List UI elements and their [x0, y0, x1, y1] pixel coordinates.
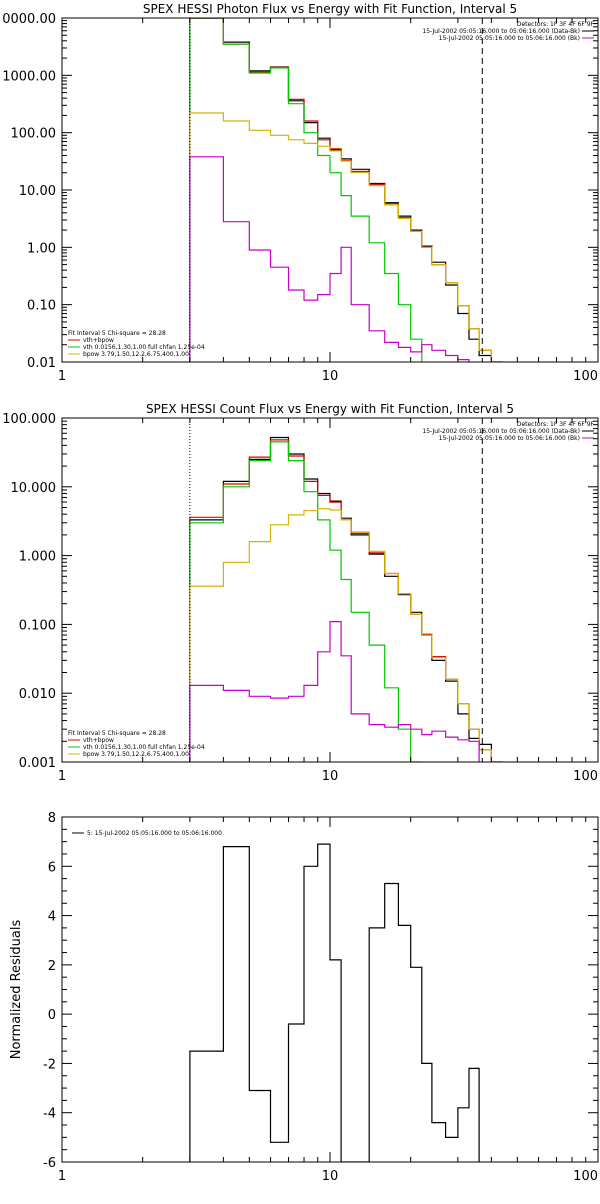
y-axis-label: Normalized Residuals	[9, 920, 24, 1060]
y-axis: 0.01 0.10 1.00 10.00 100.00 1000.00 0000.00	[2, 12, 598, 371]
y-tick-label: 10.00	[19, 184, 56, 199]
legend-entry: vth 0.0156,1.30,1.00 full chfan 1.25e-04	[83, 344, 205, 351]
series-vth	[189, 441, 422, 762]
y-tick-label: -6	[43, 1156, 56, 1171]
series-vth-bpow	[189, 439, 503, 762]
series-bpow	[189, 508, 503, 762]
legend-bottom-left: Fit Interval 5 Chi-square = 28.28vth+bpo…	[68, 330, 205, 358]
legend-entry: Fit Interval 5 Chi-square = 28.28	[68, 330, 166, 337]
chart-title: SPEX HESSI Photon Flux vs Energy with Fi…	[143, 2, 517, 16]
legend-entry: 15-Jul-2002 05:05:16.000 to 05:06:16.000…	[439, 35, 580, 42]
series-bpow	[189, 112, 503, 362]
legend-top-left: 5: 15-Jul-2002 05:05:16.000 to 05:06:16.…	[72, 830, 222, 837]
series-group	[189, 843, 480, 1162]
y-tick-label: 1000.00	[2, 69, 56, 84]
y-tick-label: 1.000	[19, 550, 56, 565]
y-tick-label: 6	[48, 860, 56, 875]
legend-entry: Detectors: 1F 3F 4F 6F 9F	[517, 421, 595, 428]
series-bk	[189, 621, 480, 762]
legend-entry: 15-Jul-2002 05:05:16.000 to 05:06:16.000…	[422, 28, 580, 35]
chart-title: SPEX HESSI Count Flux vs Energy with Fit…	[146, 402, 514, 416]
x-tick-label: 10	[322, 369, 339, 384]
x-tick-label: 100	[573, 1169, 598, 1184]
chart-photon: SPEX HESSI Photon Flux vs Energy with Fi…	[2, 2, 599, 384]
plot-frame	[61, 417, 599, 763]
legend-entry: vth+bpow	[83, 737, 114, 744]
y-tick-label: 4	[48, 910, 56, 925]
y-tick-label: 0.100	[19, 618, 56, 633]
y-tick-label: 1.00	[27, 241, 56, 256]
x-tick-label: 10	[322, 1169, 339, 1184]
y-tick-label: 0000.00	[2, 12, 56, 27]
series-vth-bpow	[189, 18, 503, 362]
x-tick-label: 1	[58, 769, 66, 784]
y-tick-label: 0	[48, 1008, 56, 1023]
legend-entry: 5: 15-Jul-2002 05:05:16.000 to 05:06:16.…	[87, 830, 222, 837]
x-tick-label: 1	[58, 1169, 66, 1184]
x-axis: 1 10 100	[58, 418, 598, 784]
legend-entry: bpow 3.79,1.50,12.2,6.75,400,1.00	[83, 751, 189, 758]
legend-entry: 15-Jul-2002 05:05:16.000 to 05:06:16.000…	[422, 428, 580, 435]
x-tick-label: 100	[573, 369, 598, 384]
chart-residuals: Normalized Residuals 1 10 100 -6 -4 -2 0 2 4 6 8 5: …	[9, 811, 599, 1184]
legend-entry: Detectors: 1F 3F 4F 6F 9F	[517, 21, 595, 28]
series-data-bk	[189, 436, 492, 762]
y-tick-label: 10.000	[11, 481, 57, 496]
y-tick-label: 0.001	[19, 756, 56, 771]
legend-entry: 15-Jul-2002 05:05:16.000 to 05:06:16.000…	[439, 435, 580, 442]
series-vth	[189, 18, 423, 362]
x-tick-label: 1	[58, 369, 66, 384]
chart-count: SPEX HESSI Count Flux vs Energy with Fit…	[2, 402, 599, 784]
series-group	[189, 18, 503, 362]
y-tick-label: 0.010	[19, 687, 56, 702]
x-tick-label: 10	[322, 769, 339, 784]
legend-entry: bpow 3.79,1.50,12.2,6.75,400,1.00	[83, 351, 189, 358]
y-tick-label: 100.000	[2, 412, 56, 427]
legend-entry: Fit Interval 5 Chi-square = 28.28	[68, 730, 166, 737]
plot-frame	[61, 17, 599, 363]
series-bk	[189, 156, 470, 362]
legend-entry: vth+bpow	[83, 337, 114, 344]
y-tick-label: 0.01	[27, 356, 56, 371]
x-axis: 1 10 100	[58, 817, 598, 1184]
y-tick-label: 100.00	[11, 127, 57, 142]
y-tick-label: 8	[48, 811, 56, 826]
y-axis: 0.001 0.010 0.100 1.000 10.000 100.000	[2, 412, 598, 771]
y-tick-label: -2	[43, 1057, 56, 1072]
x-axis: 1 10 100	[58, 18, 598, 384]
y-tick-label: 2	[48, 959, 56, 974]
legend-bottom-left: Fit Interval 5 Chi-square = 28.28vth+bpo…	[68, 730, 205, 758]
series-5-15-jul-2002-05-05-16-000-to-05-06-16-000	[189, 843, 480, 1162]
y-axis: -6 -4 -2 0 2 4 6 8	[43, 811, 598, 1171]
y-tick-label: 0.10	[27, 299, 56, 314]
legend-entry: vth 0.0156,1.30,1.00 full chfan 1.25e-04	[83, 744, 205, 751]
x-tick-label: 100	[573, 769, 598, 784]
y-tick-label: -4	[43, 1107, 56, 1122]
series-group	[189, 436, 503, 762]
